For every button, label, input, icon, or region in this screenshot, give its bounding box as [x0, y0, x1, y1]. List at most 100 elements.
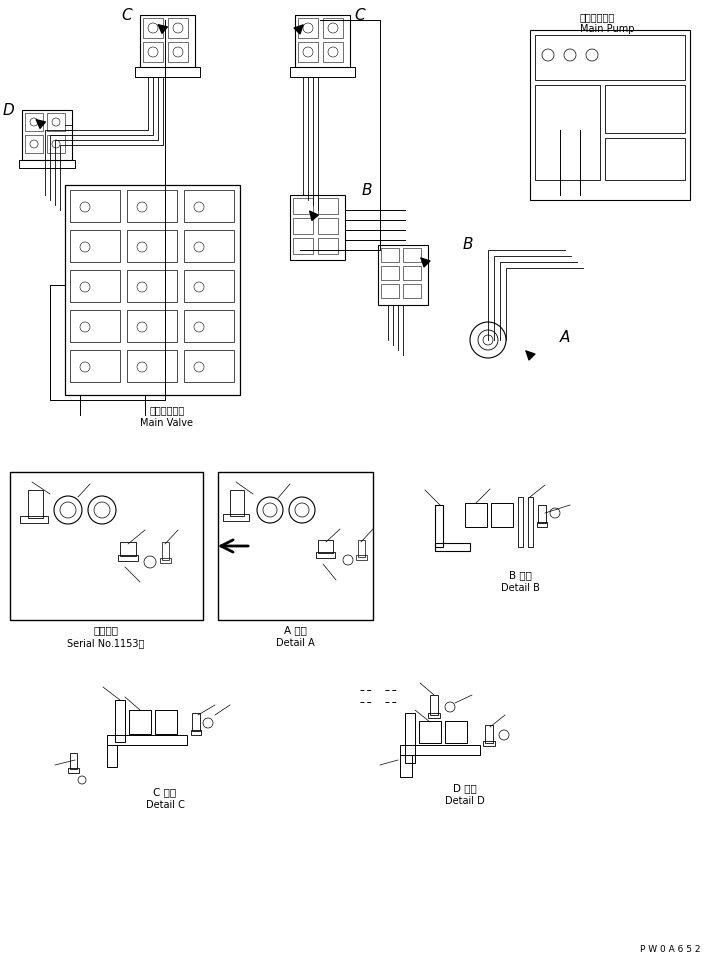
Bar — [70, 190, 120, 222]
Bar — [403, 266, 421, 280]
Bar — [184, 270, 234, 302]
Bar — [483, 741, 495, 746]
Bar — [295, 15, 350, 67]
Bar — [127, 270, 177, 302]
Text: メインポンプ: メインポンプ — [580, 12, 615, 22]
Bar — [435, 505, 443, 547]
Bar — [428, 713, 440, 718]
Bar — [129, 710, 151, 734]
Text: Detail D: Detail D — [445, 796, 485, 806]
Bar — [293, 238, 313, 254]
Bar — [405, 713, 415, 763]
Bar — [22, 110, 72, 160]
Bar — [25, 135, 43, 153]
Bar — [155, 710, 177, 734]
Bar — [115, 700, 125, 742]
Bar — [400, 745, 480, 755]
Bar — [403, 284, 421, 298]
Bar — [381, 284, 399, 298]
Bar — [400, 755, 412, 777]
Bar — [127, 350, 177, 382]
Bar — [47, 135, 65, 153]
Text: 適用号機: 適用号機 — [94, 625, 119, 635]
Bar — [70, 270, 120, 302]
Text: A 詳細: A 詳細 — [283, 625, 306, 635]
Bar — [20, 516, 48, 523]
Bar — [68, 768, 79, 773]
Bar — [528, 497, 533, 547]
Bar — [378, 245, 428, 305]
Bar — [290, 67, 355, 77]
Bar — [127, 230, 177, 262]
Bar — [465, 503, 487, 527]
Bar — [538, 505, 546, 523]
Bar — [127, 190, 177, 222]
Bar — [318, 540, 333, 553]
Bar — [47, 113, 65, 131]
Bar — [323, 42, 343, 62]
Bar — [430, 695, 438, 715]
Bar — [535, 85, 600, 180]
Bar — [118, 555, 138, 561]
Text: Detail C: Detail C — [146, 800, 184, 810]
Bar — [162, 542, 169, 560]
Bar — [491, 503, 513, 527]
Bar — [28, 490, 43, 518]
Bar — [381, 266, 399, 280]
Bar — [518, 497, 523, 547]
Bar — [168, 42, 188, 62]
Bar — [316, 552, 335, 558]
Bar — [70, 753, 77, 769]
Bar — [168, 18, 188, 38]
Bar — [298, 18, 318, 38]
Bar — [485, 725, 493, 743]
Bar — [140, 15, 195, 67]
Text: Main Valve: Main Valve — [141, 418, 193, 428]
Bar — [127, 310, 177, 342]
Bar — [184, 190, 234, 222]
Text: C: C — [355, 8, 366, 23]
Text: C: C — [121, 8, 132, 23]
Bar — [230, 490, 244, 516]
Bar — [25, 113, 43, 131]
Bar — [358, 540, 365, 557]
Text: メインバルブ: メインバルブ — [149, 405, 185, 415]
Text: B: B — [362, 183, 372, 198]
Bar — [419, 721, 441, 743]
Text: Detail A: Detail A — [276, 638, 314, 648]
Bar — [318, 198, 338, 214]
Bar — [191, 730, 201, 735]
Bar — [435, 543, 470, 551]
Bar — [192, 713, 200, 731]
Bar — [323, 18, 343, 38]
Bar — [143, 18, 163, 38]
Text: D 詳細: D 詳細 — [453, 783, 477, 793]
Bar — [537, 522, 547, 527]
Bar — [218, 472, 373, 620]
Bar — [70, 310, 120, 342]
Bar — [10, 472, 203, 620]
Bar — [160, 558, 171, 563]
Text: D: D — [2, 103, 14, 118]
Bar — [70, 230, 120, 262]
Bar — [605, 85, 685, 133]
Bar — [107, 745, 117, 767]
Text: B: B — [463, 237, 473, 252]
Text: A: A — [560, 330, 570, 345]
Bar — [356, 555, 367, 560]
Bar — [65, 185, 240, 395]
Bar — [293, 218, 313, 234]
Bar — [318, 238, 338, 254]
Bar — [530, 30, 690, 200]
Bar — [381, 248, 399, 262]
Text: P W 0 A 6 5 2: P W 0 A 6 5 2 — [640, 945, 700, 954]
Text: C 詳細: C 詳細 — [154, 787, 176, 797]
Text: B 詳細: B 詳細 — [508, 570, 531, 580]
Bar — [19, 160, 75, 168]
Bar — [535, 35, 685, 80]
Bar — [184, 310, 234, 342]
Bar — [184, 350, 234, 382]
Bar — [135, 67, 200, 77]
Bar — [143, 42, 163, 62]
Bar — [223, 514, 249, 521]
